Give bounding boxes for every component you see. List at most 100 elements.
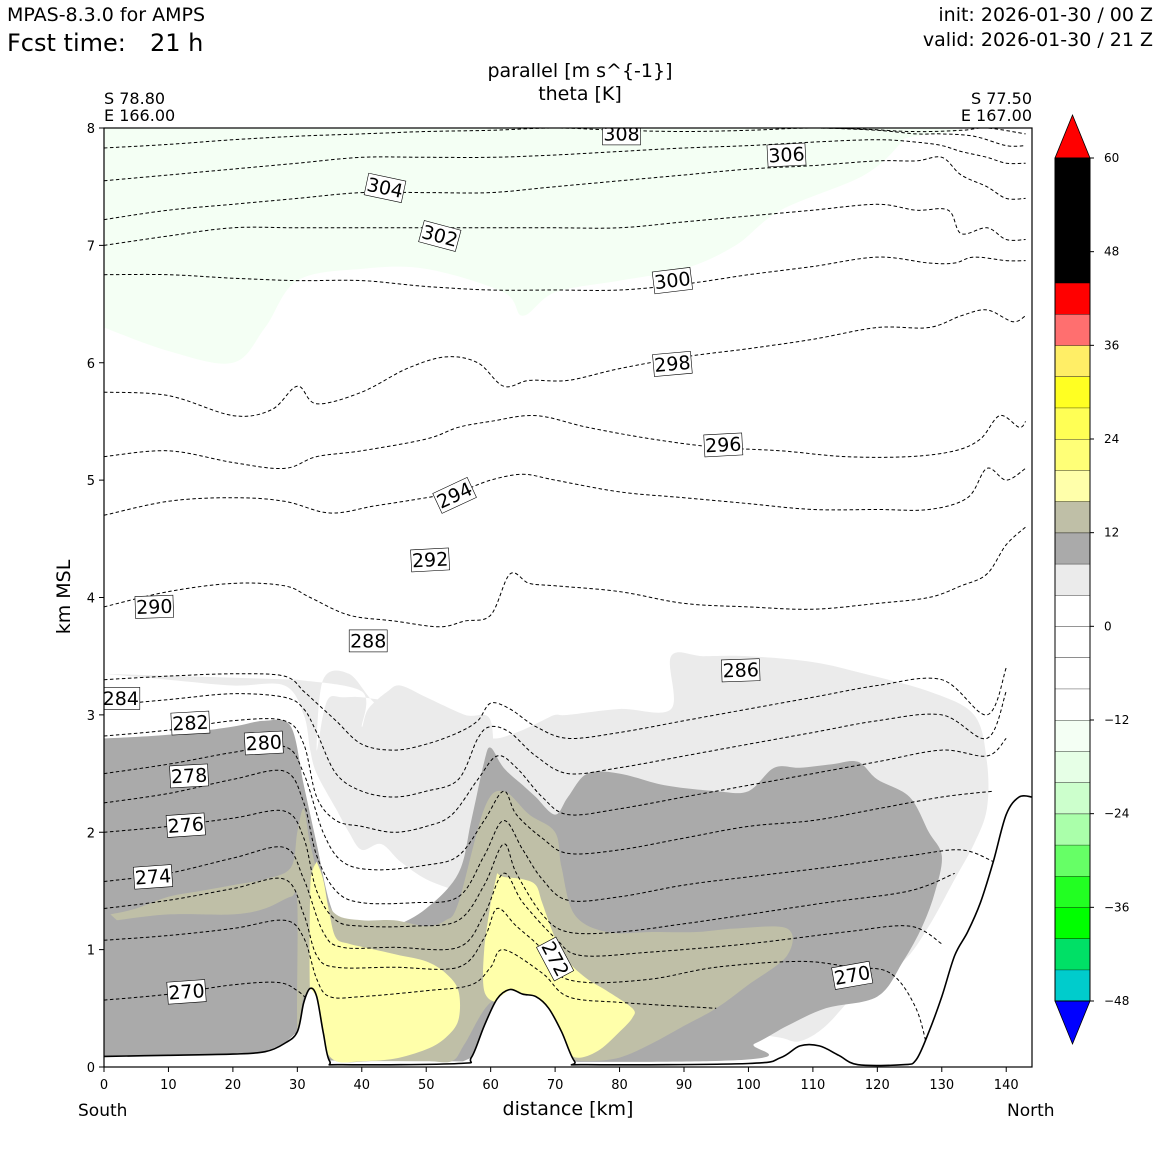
contour-label-text: 282: [172, 712, 209, 736]
theta-contour-270: [104, 981, 311, 1003]
colorbar-segment: [1055, 376, 1090, 408]
colorbar-tick-label: −48: [1104, 994, 1129, 1008]
x-tick-label: 40: [354, 1078, 371, 1093]
y-tick-label: 4: [87, 592, 95, 607]
colorbar-segment: [1055, 907, 1090, 939]
contour-label-text: 284: [103, 688, 139, 710]
x-tick-label: 120: [865, 1078, 890, 1093]
colorbar-segment: [1055, 844, 1090, 877]
contour-label-298: 298: [652, 350, 693, 377]
contour-label-box: [170, 710, 211, 736]
axes-layer: 0 10 20 30 40 50 60 70 80 90 100 110 120 130 140 0 1 2 3 4 5…: [87, 122, 1019, 1093]
contour-label-box: [104, 687, 141, 710]
contour-label-box: [766, 142, 807, 168]
x-tick-label: 90: [676, 1078, 693, 1093]
contour-label-text: 286: [722, 659, 759, 682]
colorbar-segment: [1055, 470, 1090, 502]
colorbar-over-arrow: [1054, 113, 1091, 159]
theta-contour-294: [104, 467, 1026, 516]
chart-subtitle: theta [K]: [538, 83, 622, 105]
colorbar-tick-label: 48: [1104, 245, 1119, 259]
colorbar-segment: [1055, 969, 1090, 1001]
terrain-fill: [104, 797, 1032, 1067]
x-tick-label: 20: [225, 1078, 242, 1093]
contour-label-278: 278: [169, 763, 209, 789]
left-endpoint-lon: E 166.00: [104, 106, 176, 125]
theta-contour-280: [104, 809, 955, 935]
colorbar-segment: [1055, 876, 1090, 908]
colorbar-segment: [1055, 563, 1090, 596]
colorbar-tick-label: 24: [1104, 432, 1119, 446]
x-tick-label: 0: [100, 1078, 108, 1093]
right-endpoint-lat: S 77.50: [970, 89, 1032, 108]
contour-label-text: 296: [705, 433, 742, 457]
x-tick-label: 130: [929, 1078, 954, 1093]
y-tick-label: 7: [87, 239, 95, 254]
contour-label-286: 286: [721, 658, 761, 683]
contour-label-box: [134, 594, 174, 619]
colorbar-segment: [1055, 938, 1090, 970]
contour-label-box: [602, 128, 641, 146]
colorbar-segment: [1055, 720, 1090, 752]
y-tick-label: 2: [87, 826, 95, 841]
contour-label-text: 300: [653, 268, 692, 294]
contour-label-292: 292: [410, 547, 450, 572]
theta-contour-292: [104, 526, 1026, 628]
init-time: init: 2026-01-30 / 00 Z: [938, 4, 1153, 26]
contour-label-270: 270: [166, 979, 207, 1005]
contour-label-274: 274: [132, 864, 174, 890]
y-tick-label: 6: [87, 357, 95, 372]
colorbar-segment: [1055, 251, 1090, 283]
colorbar-tick-label: −36: [1104, 900, 1129, 914]
theta-contour-278: [104, 846, 943, 957]
forecast-time-label: Fcst time:: [7, 29, 126, 57]
contour-label-308: 308: [602, 128, 641, 146]
colorbar-tick-label: −12: [1104, 713, 1129, 727]
colorbar-tick-label: 0: [1104, 619, 1112, 633]
contour-label-280: 280: [243, 730, 284, 756]
contour-label-276: 276: [165, 812, 206, 838]
colorbar-tick-label: −24: [1104, 807, 1129, 821]
contour-label-text: 274: [134, 865, 172, 889]
contour-label-296: 296: [703, 432, 744, 458]
model-title: MPAS-8.3.0 for AMPS: [7, 4, 206, 26]
x-axis-label: distance [km]: [502, 1098, 634, 1120]
contour-label-284: 284: [103, 687, 141, 710]
contour-label-box: [721, 658, 761, 683]
contour-label-box: [132, 864, 174, 890]
contour-label-text: 276: [167, 813, 205, 837]
contour-label-box: [348, 629, 388, 653]
theta-contour-304: [104, 156, 1026, 221]
right-endpoint-lon: E 167.00: [960, 106, 1032, 125]
chart-title: parallel [m s^{-1}]: [487, 60, 673, 82]
colorbar-segment: [1055, 626, 1090, 658]
terrain-layer: [104, 794, 1032, 1067]
contour-label-text: 298: [653, 352, 691, 377]
theta-contour-288: [104, 691, 1007, 798]
x-tick-label: 30: [289, 1078, 306, 1093]
colorbar-segment: [1055, 501, 1090, 533]
colorbar-frame: [1054, 157, 1091, 1002]
contour-label-box: [169, 763, 209, 789]
contour-label-294: 294: [432, 477, 477, 514]
colorbar-segment: [1055, 751, 1090, 783]
x-tick-label: 100: [736, 1078, 761, 1093]
y-tick-label: 0: [87, 1061, 95, 1076]
colorbar: −48 −36 −24 −12 0 12 24 36 48 60: [1054, 113, 1129, 1046]
contour-label-box: [243, 730, 284, 756]
contour-label-box: [432, 477, 477, 514]
contour-label-box: [418, 220, 462, 252]
colorbar-tick-label: 36: [1104, 338, 1119, 352]
valid-time: valid: 2026-01-30 / 21 Z: [922, 29, 1153, 51]
contour-label-box: [703, 432, 744, 458]
theta-contour-282: [104, 769, 994, 905]
colorbar-segment: [1055, 688, 1090, 720]
colorbar-segment: [1055, 407, 1090, 439]
y-tick-label: 3: [87, 709, 95, 724]
shade-olive: [110, 790, 793, 1063]
contour-label-box: [831, 960, 874, 990]
x-tick-label: 110: [800, 1078, 825, 1093]
colorbar-segment: [1055, 189, 1090, 221]
right-direction-label: North: [1007, 1101, 1055, 1121]
x-tick-label: 140: [994, 1078, 1019, 1093]
